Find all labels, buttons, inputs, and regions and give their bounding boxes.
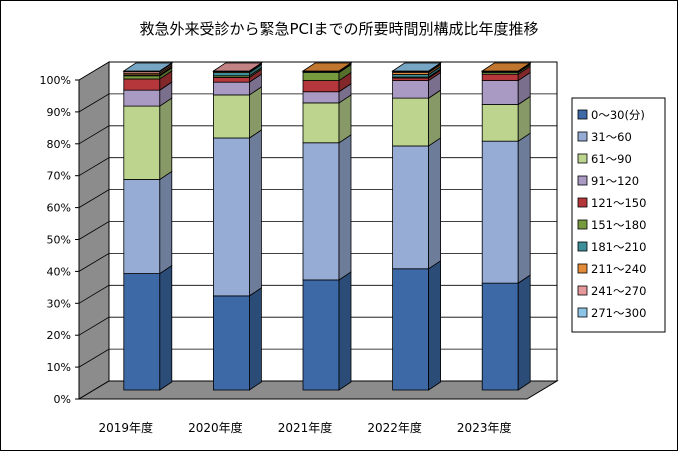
- legend-swatch: [577, 153, 588, 164]
- x-axis-ticks: 2019年度 2020年度 2021年度 2022年度 2023年度: [99, 420, 512, 435]
- legend-swatch: [577, 131, 588, 142]
- y-tick-label: 0%: [54, 393, 71, 406]
- legend-swatch: [577, 241, 588, 252]
- y-tick-label: 50%: [47, 234, 71, 247]
- bar-segment-front: [302, 102, 340, 144]
- bar-segment-front: [302, 91, 340, 104]
- bar-segment-front: [212, 76, 250, 83]
- bar-top: [212, 62, 263, 72]
- bar-segment-side: [428, 89, 442, 147]
- bar-segment-side: [338, 134, 352, 281]
- bar-segment-front: [212, 94, 250, 139]
- bar-segment-front: [392, 80, 430, 99]
- legend-label: 61～90: [591, 152, 632, 166]
- bar-segment-front: [123, 89, 161, 107]
- bar-stack: [391, 62, 442, 391]
- y-axis-ticks: 0% 10% 20% 30% 40% 50% 60% 70% 80% 90% 100%: [40, 74, 79, 406]
- bar-stack: [480, 62, 532, 391]
- bar-segment-side: [248, 287, 262, 391]
- legend-swatch: [577, 263, 588, 274]
- bar-top: [301, 62, 353, 72]
- bar-top: [122, 62, 174, 72]
- bar-segment-front: [212, 81, 250, 96]
- y-tick-label: 30%: [47, 297, 71, 310]
- bar-segment-front: [481, 140, 519, 284]
- bar-segment-front: [212, 137, 250, 297]
- legend-label: 181～210: [591, 240, 646, 254]
- bar-segment-front: [392, 145, 430, 270]
- bar-top: [391, 62, 442, 72]
- bar-segment-front: [123, 179, 161, 274]
- bar-segment-front: [302, 142, 340, 281]
- bar-segment-side: [159, 97, 173, 181]
- bar-segment-front: [123, 78, 161, 91]
- y-tick-label: 40%: [47, 265, 71, 278]
- bar-segment-front: [123, 75, 161, 80]
- bar-stack: [301, 62, 353, 391]
- bar-segment-side: [517, 274, 531, 391]
- bar-segment-front: [212, 72, 250, 77]
- legend-label: 241～270: [591, 284, 646, 298]
- bar-segment-side: [428, 260, 442, 391]
- legend-label: 121～150: [591, 196, 646, 210]
- bar-segment-front: [123, 105, 161, 180]
- bar-segment-front: [123, 273, 161, 391]
- x-tick-label: 2020年度: [188, 420, 243, 435]
- y-tick-label: 90%: [47, 106, 71, 119]
- bar-segment-side: [248, 129, 262, 297]
- legend-swatch: [577, 219, 588, 230]
- x-tick-label: 2022年度: [367, 420, 422, 435]
- bar-segment-front: [392, 268, 430, 391]
- bar-segment-front: [302, 279, 340, 391]
- legend-label: 211～240: [591, 262, 646, 276]
- bar-segment-front: [481, 73, 519, 81]
- bar-segment-front: [302, 72, 340, 81]
- legend-swatch: [577, 109, 588, 120]
- legend: 0～30(分) 31～60 61～90 91～120 121～150 151～180 181…: [571, 97, 666, 333]
- bar-stack: [122, 62, 174, 391]
- legend-label: 271～300: [591, 306, 646, 320]
- y-tick-label: 10%: [47, 361, 71, 374]
- chart-title: 救急外来受診から緊急PCIまでの所要時間別構成比年度推移: [140, 20, 539, 38]
- bar-segment-front: [392, 97, 430, 147]
- legend-label: 0～30(分): [591, 108, 645, 122]
- bar-segment-side: [338, 271, 352, 391]
- bars: [122, 62, 532, 391]
- bar-segment-side: [517, 132, 531, 284]
- legend-swatch: [577, 307, 588, 318]
- bar-segment-side: [428, 137, 442, 270]
- bar-top: [480, 62, 532, 72]
- x-tick-label: 2021年度: [278, 420, 333, 435]
- y-tick-label: 20%: [47, 329, 71, 342]
- y-tick-label: 60%: [47, 202, 71, 215]
- legend-label: 151～180: [591, 218, 646, 232]
- x-tick-label: 2019年度: [99, 420, 154, 435]
- y-tick-label: 70%: [47, 170, 71, 183]
- legend-swatch: [577, 175, 588, 186]
- bar-stack: [212, 62, 263, 391]
- x-tick-label: 2023年度: [457, 420, 512, 435]
- bar-segment-side: [159, 264, 173, 391]
- bar-segment-front: [481, 80, 519, 105]
- bar-segment-front: [481, 282, 519, 391]
- bar-segment-front: [212, 295, 250, 391]
- y-tick-label: 100%: [40, 74, 71, 87]
- bar-segment-side: [159, 170, 173, 275]
- bar-segment-side: [248, 86, 262, 139]
- legend-box: [571, 97, 666, 333]
- y-tick-label: 80%: [47, 138, 71, 151]
- legend-label: 91～120: [591, 174, 639, 188]
- legend-swatch: [577, 285, 588, 296]
- bar-segment-front: [302, 80, 340, 93]
- bar-segment-front: [481, 104, 519, 142]
- legend-label: 31～60: [591, 130, 632, 144]
- legend-swatch: [577, 197, 588, 208]
